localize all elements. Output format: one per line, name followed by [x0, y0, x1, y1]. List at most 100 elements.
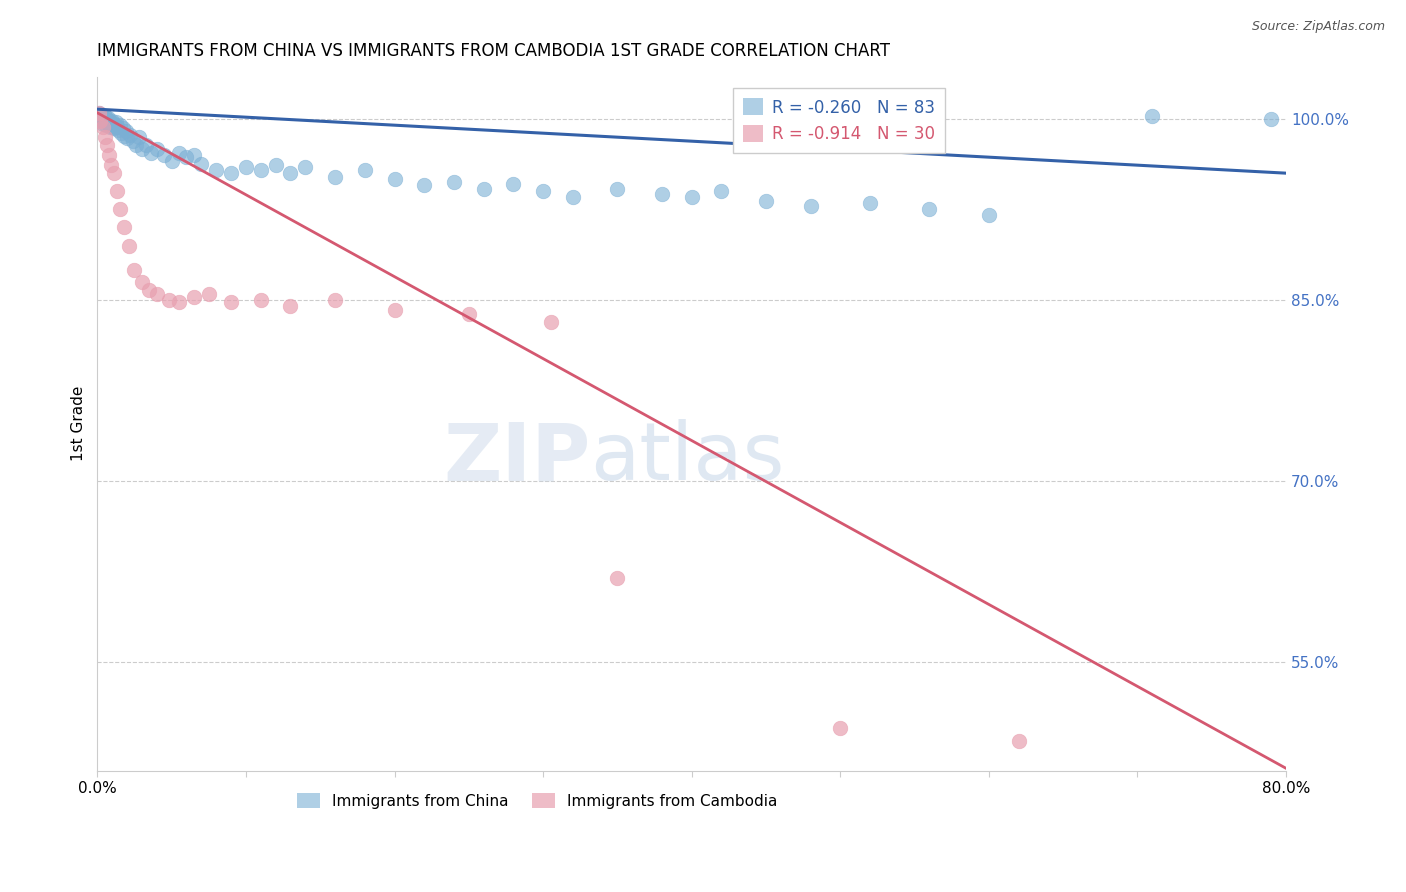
Point [96, 118, 118, 132]
Point [561, 190, 583, 204]
Point [91, 117, 114, 131]
Point [443, 175, 465, 189]
Point [135, 138, 157, 153]
Point [205, 162, 228, 177]
Point [101, 114, 124, 128]
Point [280, 299, 302, 313]
Point [124, 262, 146, 277]
Point [103, 166, 125, 180]
Point [294, 160, 316, 174]
Point [89, 114, 111, 128]
Point [100, 119, 122, 133]
Point [146, 286, 169, 301]
Point [918, 202, 941, 217]
Point [91, 120, 114, 135]
Point [197, 286, 219, 301]
Point [457, 307, 479, 321]
Point [107, 122, 129, 136]
Point [264, 158, 287, 172]
Point [859, 196, 882, 211]
Point [1142, 110, 1164, 124]
Point [681, 190, 703, 204]
Point [157, 293, 180, 307]
Point [103, 117, 125, 131]
Point [472, 182, 495, 196]
Point [131, 142, 153, 156]
Point [112, 220, 135, 235]
Point [115, 131, 138, 145]
Point [139, 145, 162, 160]
Point [977, 208, 1000, 222]
Point [183, 291, 205, 305]
Point [323, 169, 346, 184]
Y-axis label: 1st Grade: 1st Grade [72, 386, 86, 461]
Point [98, 120, 121, 135]
Point [94, 110, 117, 124]
Point [131, 275, 153, 289]
Text: atlas: atlas [591, 419, 785, 498]
Point [87, 105, 110, 120]
Point [125, 138, 148, 153]
Point [97, 111, 120, 125]
Point [219, 166, 242, 180]
Point [128, 130, 150, 145]
Point [799, 199, 821, 213]
Point [94, 130, 117, 145]
Point [167, 145, 190, 160]
Point [96, 138, 118, 153]
Point [249, 293, 271, 307]
Point [89, 110, 111, 124]
Point [105, 184, 128, 198]
Point [108, 118, 131, 132]
Point [114, 124, 136, 138]
Point [111, 121, 134, 136]
Point [90, 108, 112, 122]
Point [112, 128, 135, 143]
Point [104, 115, 127, 129]
Point [606, 182, 628, 196]
Point [153, 148, 176, 162]
Point [117, 238, 139, 252]
Point [167, 295, 190, 310]
Point [98, 148, 121, 162]
Point [97, 114, 120, 128]
Text: ZIP: ZIP [443, 419, 591, 498]
Point [830, 722, 852, 736]
Point [540, 315, 562, 329]
Point [183, 148, 205, 162]
Point [235, 160, 257, 174]
Point [96, 112, 118, 126]
Point [1260, 112, 1282, 126]
Point [146, 142, 169, 156]
Point [413, 178, 436, 193]
Point [219, 295, 242, 310]
Point [89, 112, 111, 126]
Point [606, 570, 628, 584]
Legend: Immigrants from China, Immigrants from Cambodia: Immigrants from China, Immigrants from C… [291, 788, 783, 815]
Point [94, 115, 117, 129]
Point [755, 194, 778, 208]
Point [110, 126, 132, 140]
Point [108, 202, 131, 217]
Point [90, 114, 112, 128]
Point [87, 105, 110, 120]
Point [323, 293, 346, 307]
Point [502, 177, 524, 191]
Legend: R = -0.260   N = 83, R = -0.914   N = 30: R = -0.260 N = 83, R = -0.914 N = 30 [734, 88, 945, 153]
Point [105, 119, 128, 133]
Point [101, 118, 124, 132]
Point [651, 186, 673, 201]
Point [384, 302, 406, 317]
Text: IMMIGRANTS FROM CHINA VS IMMIGRANTS FROM CAMBODIA 1ST GRADE CORRELATION CHART: IMMIGRANTS FROM CHINA VS IMMIGRANTS FROM… [97, 42, 890, 60]
Point [710, 184, 733, 198]
Point [160, 154, 183, 169]
Point [118, 128, 141, 142]
Point [103, 121, 125, 136]
Point [280, 166, 302, 180]
Point [91, 111, 114, 125]
Point [93, 113, 115, 128]
Point [138, 283, 160, 297]
Point [384, 172, 406, 186]
Point [1007, 733, 1029, 747]
Point [104, 120, 127, 135]
